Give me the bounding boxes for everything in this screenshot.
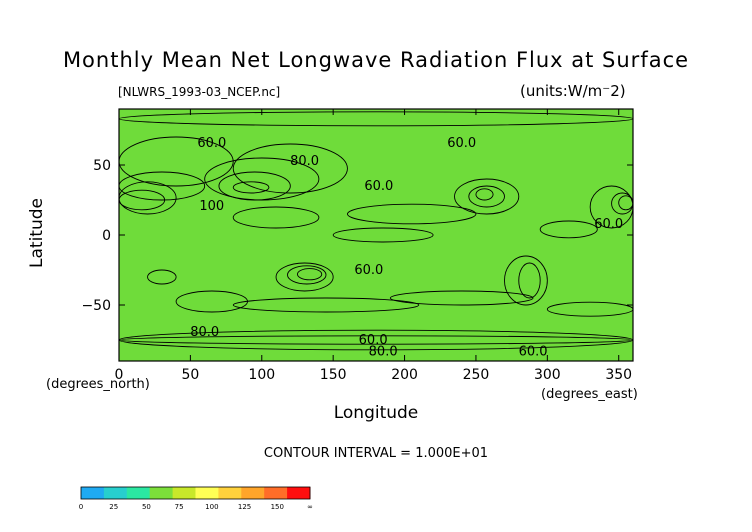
contour-line xyxy=(232,143,348,194)
contour-label: 100 xyxy=(199,199,224,214)
contour-line xyxy=(119,111,633,127)
contour-line xyxy=(119,335,633,345)
contour-line xyxy=(546,301,633,317)
colorbar-swatch xyxy=(172,487,196,499)
colorbar-tick-label: ∞ xyxy=(307,503,313,511)
contour-interval-label: CONTOUR INTERVAL = 1.000E+01 xyxy=(263,446,489,461)
heatmap-background xyxy=(119,109,633,361)
chart-title: Monthly Mean Net Longwave Radiation Flux… xyxy=(62,48,690,72)
colorbar-swatch xyxy=(264,487,288,499)
contour-line xyxy=(147,269,177,285)
contour-label: 60.0 xyxy=(359,333,388,348)
colorbar-tick-label: 150 xyxy=(271,503,284,511)
x-tick-label: 50 xyxy=(181,367,199,383)
x-tick-label: 0 xyxy=(115,367,124,383)
colorbar-swatch xyxy=(287,487,311,499)
colorbar-tick-label: 0 xyxy=(79,503,83,511)
x-tick-label: 200 xyxy=(391,367,418,383)
colorbar-tick-label: 100 xyxy=(205,503,218,511)
contour-line xyxy=(119,136,234,187)
y-units-label: (degrees_north) xyxy=(46,377,150,392)
units-label: (units:W/m⁻2) xyxy=(520,82,626,100)
contour-line xyxy=(218,171,291,201)
contour-lines xyxy=(119,111,633,351)
contour-line xyxy=(346,203,477,225)
contour-line xyxy=(389,290,534,306)
colorbar-swatch xyxy=(81,487,105,499)
colorbar-swatch xyxy=(241,487,265,499)
axis-ticks: 0 50 100 150 200 250 300 350 50 0 −50 xyxy=(81,109,633,383)
colorbar-tick-label: 75 xyxy=(175,503,184,511)
colorbar-frame xyxy=(80,486,311,500)
colorbar-swatch xyxy=(126,487,151,499)
x-tick-label: 350 xyxy=(605,367,632,383)
colorbar: 0 25 50 75 100 125 150 ∞ xyxy=(79,486,313,511)
contour-line xyxy=(332,227,434,243)
x-tick-label: 150 xyxy=(320,367,347,383)
contour-line xyxy=(175,290,248,313)
x-tick-label: 300 xyxy=(534,367,561,383)
contour-line xyxy=(297,268,323,281)
colorbar-tick-label: 50 xyxy=(142,503,151,511)
heatmap-field xyxy=(119,109,633,361)
contour-line xyxy=(518,262,541,299)
contour-line xyxy=(119,181,177,215)
contour-line xyxy=(232,181,270,194)
contour-line xyxy=(611,192,633,215)
colorbar-tick-label: 25 xyxy=(109,503,118,511)
x-tick-label: 100 xyxy=(248,367,275,383)
contour-label: 80.0 xyxy=(190,325,219,340)
colorbar-swatch xyxy=(103,487,128,499)
contour-line xyxy=(232,297,420,313)
colorbar-swatch xyxy=(195,487,219,499)
contour-line xyxy=(119,329,633,351)
contour-line xyxy=(539,220,598,239)
contour-label: 60.0 xyxy=(197,136,226,151)
contour-label: 60.0 xyxy=(364,179,393,194)
y-tick-label: −50 xyxy=(81,298,111,314)
contour-label: 80.0 xyxy=(369,344,398,359)
contour-line xyxy=(232,206,320,229)
y-tick-label: 0 xyxy=(102,228,111,244)
contour-label: 60.0 xyxy=(594,217,623,232)
x-units-label: (degrees_east) xyxy=(541,387,638,402)
colorbar-tick-label: 125 xyxy=(238,503,251,511)
contour-line xyxy=(454,178,520,215)
contour-label: 60.0 xyxy=(447,136,476,151)
colorbar-swatch xyxy=(149,487,174,499)
colorbar-swatch xyxy=(218,487,242,499)
contour-line xyxy=(504,255,548,306)
contour-line xyxy=(119,171,206,201)
contour-label: 60.0 xyxy=(354,263,383,278)
file-label: [NLWRS_1993-03_NCEP.nc] xyxy=(118,85,281,99)
y-tick-label: 50 xyxy=(93,158,111,174)
contour-line xyxy=(468,185,505,208)
x-axis-label: Longitude xyxy=(333,403,419,423)
contour-label: 60.0 xyxy=(519,344,548,359)
contour-line xyxy=(287,265,327,285)
contour-line xyxy=(275,262,334,292)
x-tick-label: 250 xyxy=(463,367,490,383)
contour-label: 80.0 xyxy=(290,154,319,169)
contour-line xyxy=(475,188,494,201)
